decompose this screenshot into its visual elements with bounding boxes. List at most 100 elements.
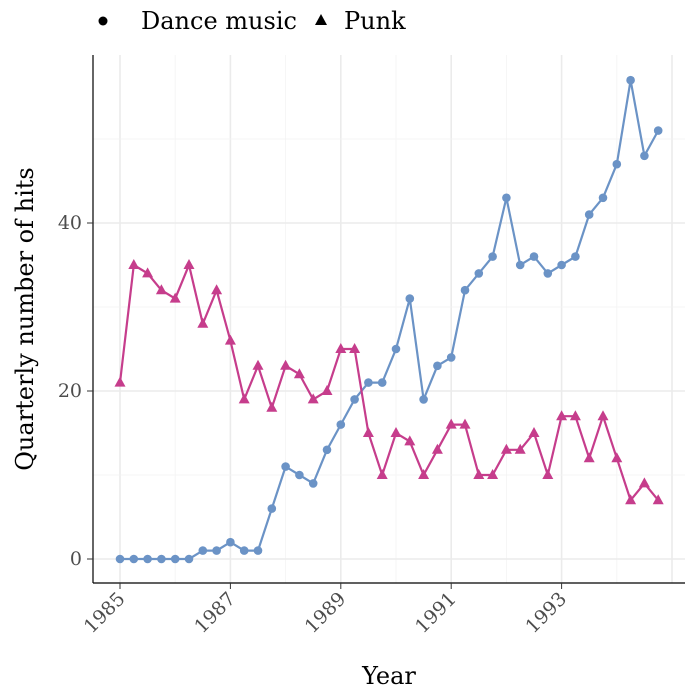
- data-point: [445, 418, 457, 429]
- data-point: [418, 469, 430, 479]
- data-point: [500, 443, 512, 454]
- legend-dance-marker: [98, 16, 108, 26]
- data-point: [335, 343, 347, 353]
- data-point: [529, 252, 539, 261]
- data-point: [377, 378, 387, 387]
- data-point: [390, 427, 402, 437]
- legend-punk-marker: [315, 14, 327, 25]
- data-point: [433, 361, 442, 371]
- data-point: [143, 554, 152, 564]
- data-point: [583, 452, 595, 463]
- data-point: [350, 395, 359, 404]
- data-point: [197, 317, 209, 328]
- data-point: [431, 443, 443, 454]
- data-point: [638, 477, 650, 488]
- data-point: [157, 554, 166, 564]
- data-point: [460, 285, 470, 295]
- data-point: [224, 334, 236, 345]
- y-tick-label: 20: [58, 380, 82, 402]
- data-point: [557, 260, 566, 270]
- data-point: [640, 151, 649, 161]
- data-point: [542, 469, 554, 479]
- y-tick-label: 40: [58, 212, 82, 234]
- data-point: [142, 267, 154, 278]
- grid: [93, 55, 685, 583]
- data-point: [226, 537, 235, 547]
- series-line: [120, 80, 660, 561]
- data-point: [198, 546, 208, 555]
- legend-dance-label: Dance music: [141, 7, 297, 35]
- series-punk: [114, 259, 664, 505]
- data-point: [487, 469, 499, 479]
- data-point: [115, 554, 125, 564]
- data-point: [612, 159, 622, 169]
- x-tick-label: 1987: [190, 588, 240, 638]
- data-point: [280, 359, 292, 370]
- data-point: [253, 546, 263, 555]
- data-point: [252, 359, 264, 370]
- data-point: [267, 504, 277, 513]
- legend: Dance music Punk: [98, 7, 406, 35]
- x-tick-label: 1985: [80, 588, 130, 638]
- data-point: [114, 376, 126, 387]
- y-tick-label: 0: [70, 548, 82, 570]
- x-tick-label: 1993: [521, 588, 571, 638]
- data-point: [459, 418, 471, 429]
- data-point: [488, 252, 497, 261]
- data-point: [419, 395, 428, 404]
- data-point: [322, 445, 332, 455]
- data-point: [515, 260, 525, 270]
- data-point: [184, 554, 194, 564]
- legend-punk-label: Punk: [344, 7, 406, 35]
- data-point: [404, 435, 416, 446]
- data-point: [169, 292, 181, 303]
- data-point: [239, 546, 249, 555]
- data-point: [652, 494, 664, 505]
- data-point: [391, 344, 401, 354]
- data-point: [556, 410, 568, 421]
- y-axis-label: Quarterly number of hits: [11, 167, 39, 471]
- series-line: [118, 261, 660, 503]
- data-point: [626, 75, 635, 85]
- data-point: [129, 554, 139, 564]
- data-point: [376, 469, 388, 479]
- data-point: [211, 284, 223, 295]
- data-point: [293, 368, 305, 379]
- data-point: [625, 494, 637, 505]
- data-point: [653, 126, 663, 135]
- ticks: 1985 1987 1989 1991 1993 0 20 40: [58, 212, 571, 638]
- data-point: [474, 269, 484, 278]
- data-point: [528, 427, 540, 437]
- data-point: [611, 452, 623, 463]
- data-point: [598, 193, 608, 203]
- data-point: [502, 193, 511, 203]
- data-point: [238, 393, 250, 404]
- data-point: [584, 210, 594, 219]
- data-point: [446, 353, 456, 362]
- data-point: [281, 462, 290, 471]
- data-point: [405, 294, 415, 303]
- data-point: [183, 259, 195, 269]
- data-point: [362, 427, 374, 437]
- data-point: [308, 479, 318, 488]
- data-point: [336, 420, 346, 429]
- data-point: [349, 343, 361, 353]
- x-axis-label: Year: [361, 662, 416, 690]
- data-point: [543, 269, 553, 278]
- data-point: [473, 469, 485, 479]
- data-point: [212, 546, 221, 555]
- data-point: [514, 443, 526, 454]
- data-point: [597, 410, 609, 421]
- series-dance-music: [115, 75, 663, 564]
- data-point: [295, 470, 304, 480]
- data-point: [569, 410, 581, 421]
- data-point: [128, 259, 140, 269]
- data-point: [155, 284, 167, 295]
- x-tick-label: 1989: [301, 588, 351, 638]
- series-layer: [114, 75, 664, 564]
- data-point: [266, 401, 278, 412]
- data-point: [571, 252, 580, 261]
- data-point: [307, 393, 319, 404]
- data-point: [170, 554, 180, 564]
